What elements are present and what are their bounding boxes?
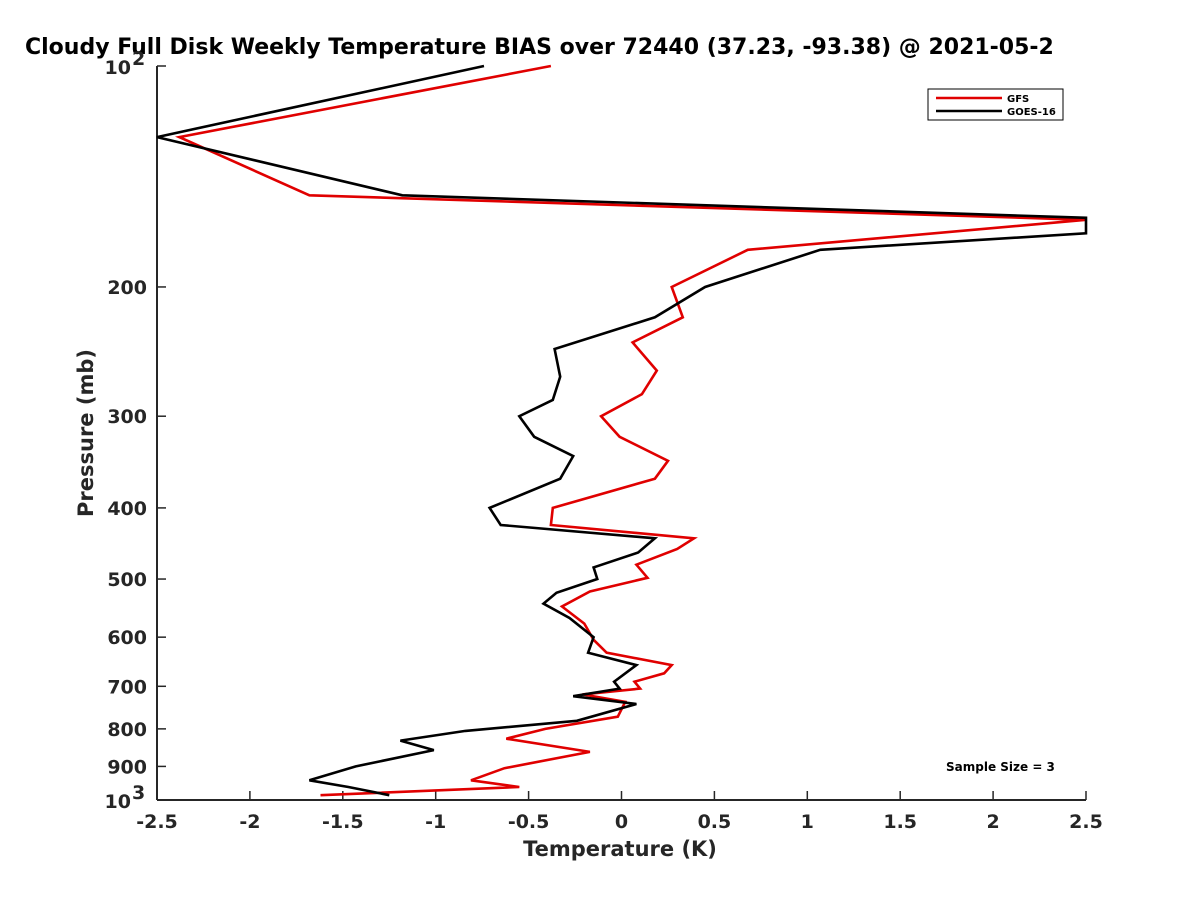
series-line-goes16 — [156, 64, 1088, 797]
y-axis-label: Pressure (mb) — [74, 349, 98, 517]
y-tick-label: 500 — [107, 569, 147, 591]
x-tick-label: -1 — [425, 811, 446, 833]
y-tick-base: 10 — [105, 57, 131, 79]
y-tick-label: 200 — [107, 277, 147, 299]
x-tick-label: 0 — [615, 811, 628, 833]
x-tick-label: 0.5 — [698, 811, 732, 833]
y-tick-label: 300 — [107, 406, 147, 428]
x-tick-label: 1 — [801, 811, 814, 833]
y-tick-label: 10 2 — [105, 48, 146, 79]
series-lines — [156, 64, 1088, 797]
y-tick-exponent: 2 — [132, 48, 145, 70]
y-tick-label: 700 — [107, 676, 147, 698]
legend: GFS GOES-16 — [927, 88, 1064, 121]
x-tick-label: 2 — [986, 811, 999, 833]
legend-box — [927, 88, 1064, 121]
x-tick-label: 1.5 — [883, 811, 917, 833]
x-tick-label: -1.5 — [322, 811, 364, 833]
y-tick-label: 400 — [107, 498, 147, 520]
y-tick-label: 800 — [107, 719, 147, 741]
x-tick-label: -0.5 — [508, 811, 550, 833]
legend-entry-gfs: GFS — [1007, 94, 1029, 105]
y-tick-label: 10 3 — [105, 782, 146, 813]
y-tick-label: 600 — [107, 627, 147, 649]
y-tick-label: 900 — [107, 756, 147, 778]
y-tick-base: 10 — [105, 791, 131, 813]
legend-entry-goes16: GOES-16 — [1007, 107, 1056, 118]
y-tick-exponent: 3 — [132, 782, 145, 804]
x-tick-label: -2 — [239, 811, 260, 833]
chart-title: Cloudy Full Disk Weekly Temperature BIAS… — [25, 35, 1054, 60]
x-tick-label: -2.5 — [136, 811, 178, 833]
series-line-gfs — [174, 64, 1087, 797]
x-tick-label: 2.5 — [1069, 811, 1103, 833]
sample-size-annotation: Sample Size = 3 — [946, 760, 1055, 774]
x-axis-ticks: -2.5 -2 -1.5 -1 -0.5 0 0.5 1 1.5 2 2.5 — [136, 791, 1103, 833]
x-axis-label: Temperature (K) — [523, 837, 717, 861]
